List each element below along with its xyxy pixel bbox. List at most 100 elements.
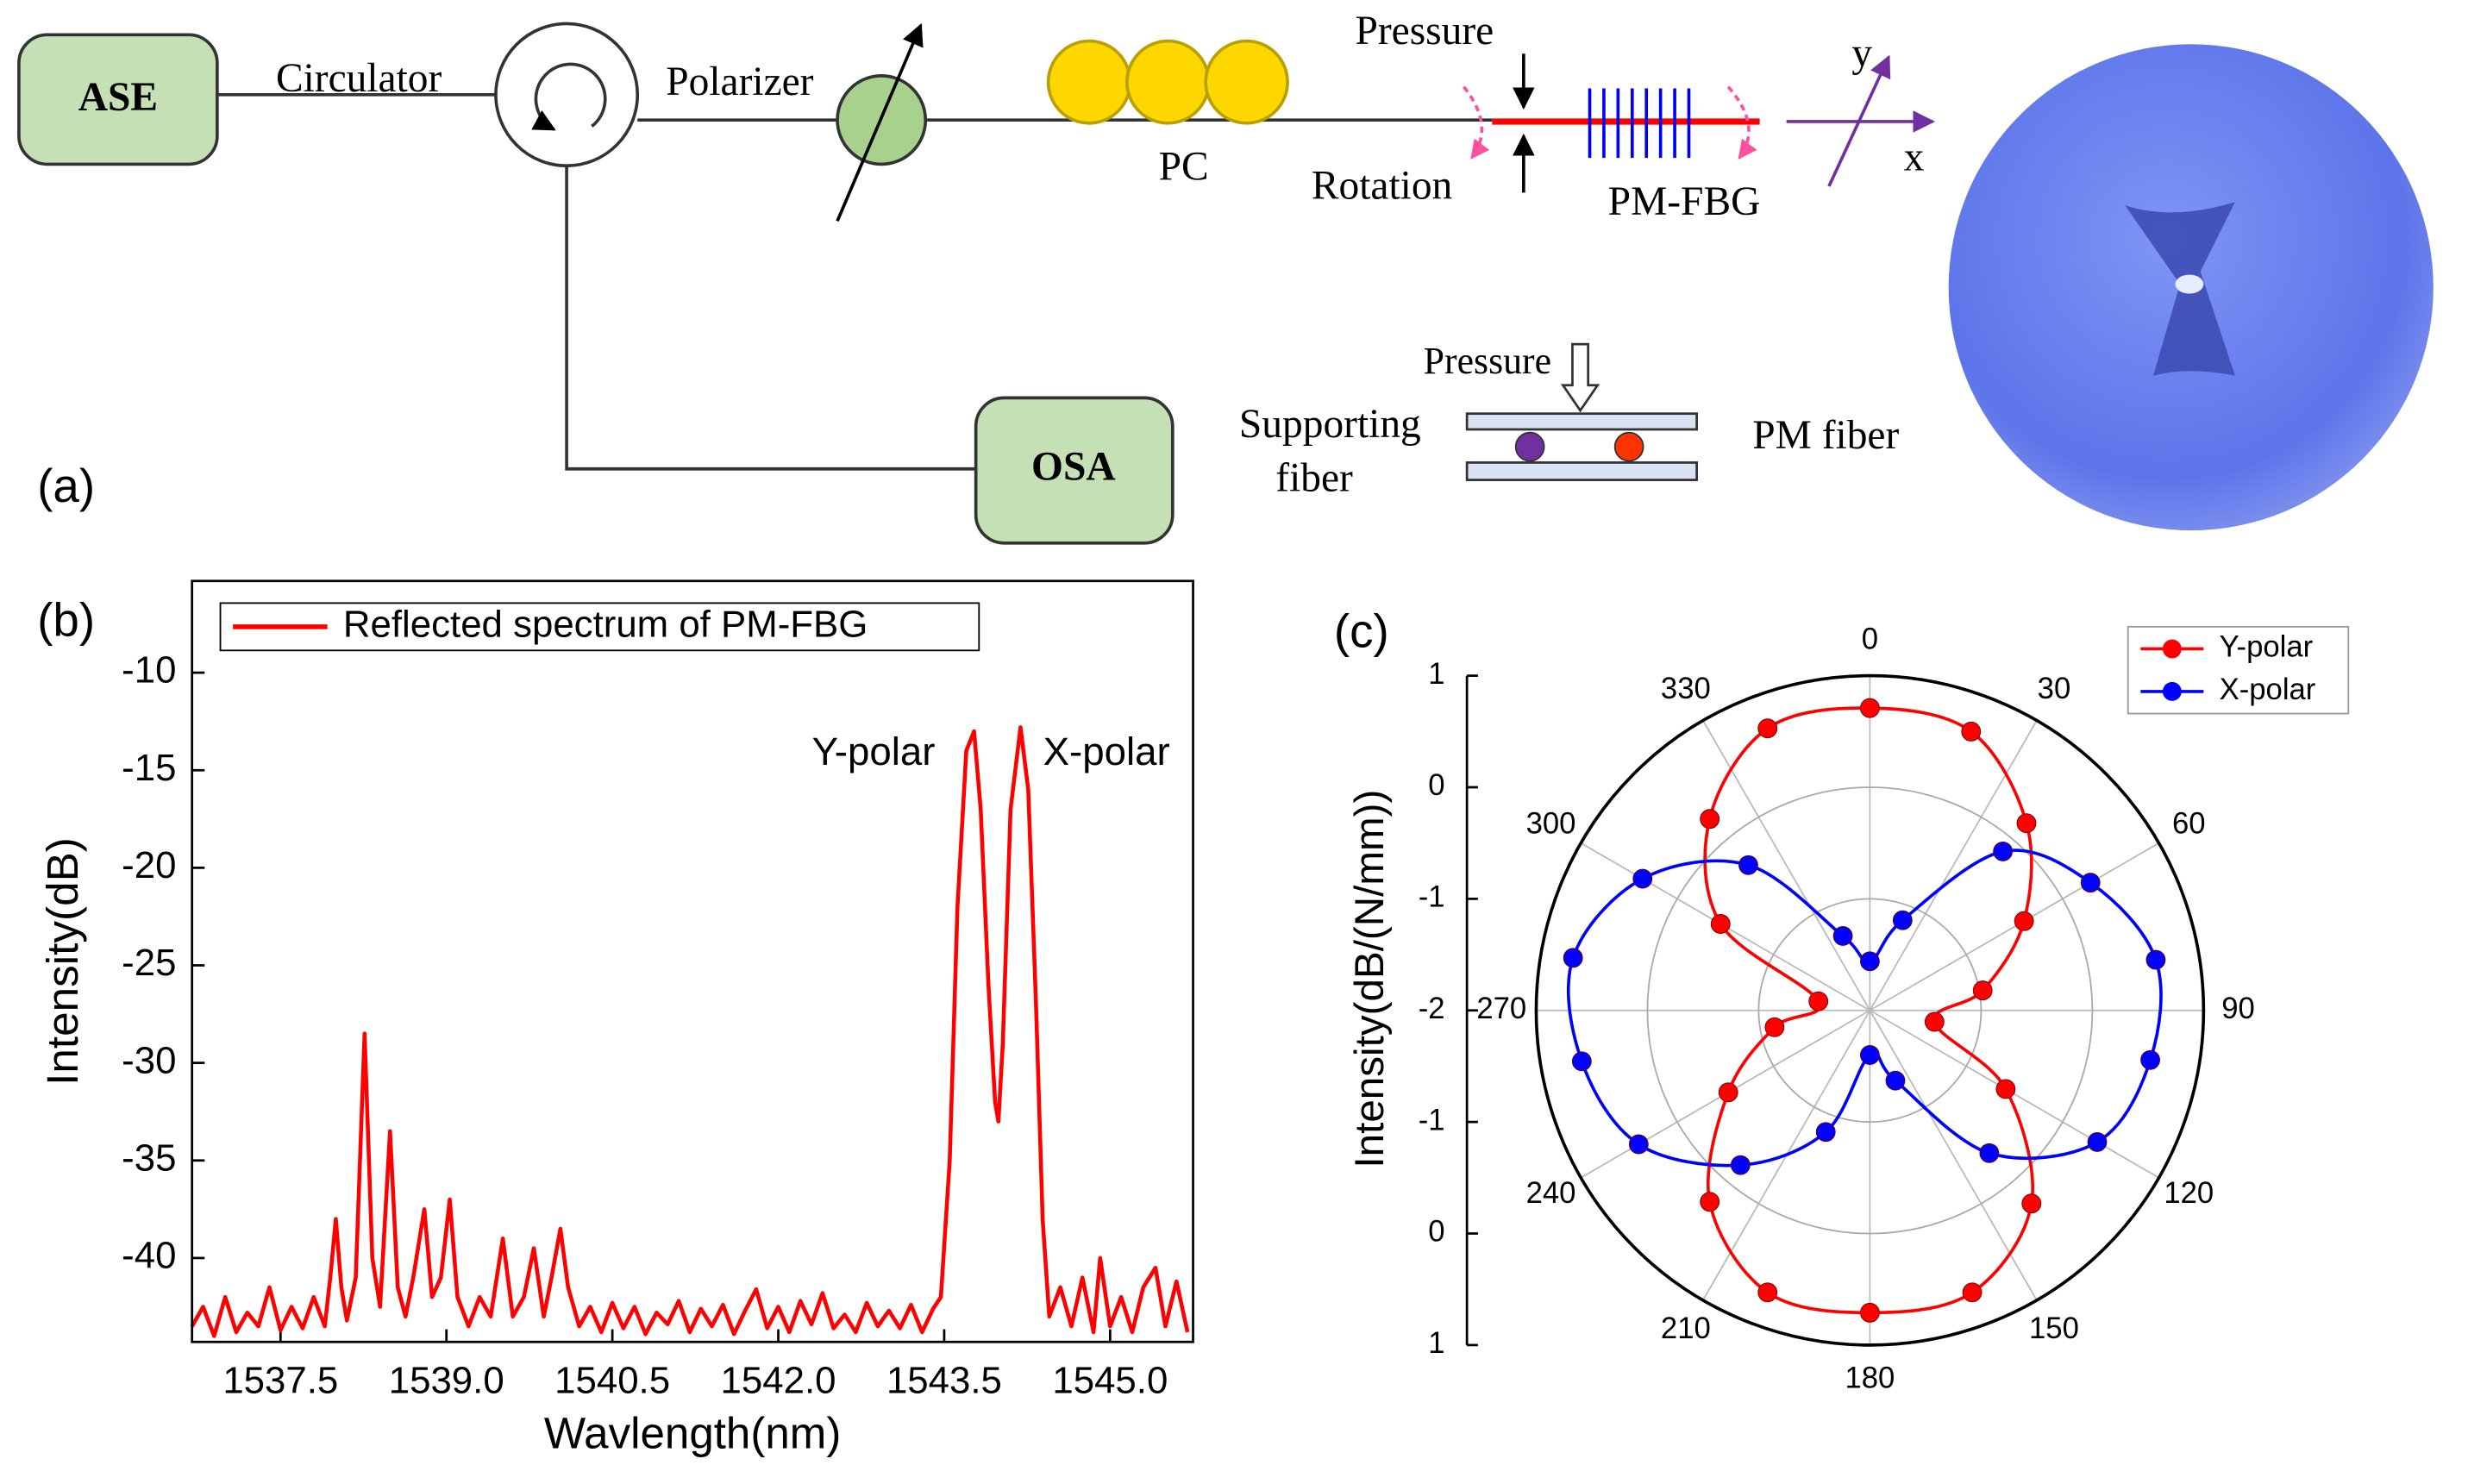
data-point: [1757, 718, 1778, 739]
data-point: [2140, 1049, 2160, 1070]
pm-fiber-label: PM fiber: [1752, 413, 1899, 458]
ase-label: ASE: [78, 75, 158, 120]
radial-tick-label: 1: [1428, 658, 1444, 691]
radial-tick-label: -1: [1419, 1104, 1445, 1136]
x-tick-label: 1539.0: [389, 1359, 504, 1401]
rotation-arrow: [1463, 85, 1490, 160]
core: [2175, 274, 2204, 294]
y-tick-label: -20: [122, 844, 176, 886]
data-point: [1961, 721, 1982, 742]
y-tick-label: -35: [122, 1136, 176, 1179]
data-point: [2145, 949, 2166, 970]
pc-paddle: [1204, 39, 1289, 125]
pc-paddle: [1046, 39, 1132, 125]
data-point: [1995, 1079, 2016, 1099]
panel-label: (a): [37, 459, 95, 512]
x-tick-label: 1537.5: [222, 1359, 338, 1401]
pressure-label: Pressure: [1355, 9, 1494, 53]
angular-tick-label: 0: [1862, 623, 1878, 655]
plate: [1465, 461, 1698, 481]
osa-label: OSA: [1031, 444, 1116, 489]
radial-tick-label: 0: [1428, 1216, 1444, 1249]
grating: [1588, 88, 1691, 159]
circulator-label: Circulator: [276, 56, 442, 101]
data-point: [1892, 910, 1913, 930]
data-point: [1979, 1143, 2000, 1163]
circulator: [494, 22, 640, 168]
data-point: [1815, 1122, 1836, 1143]
x-tick-label: 1545.0: [1052, 1359, 1168, 1401]
radial-tick-label: 0: [1428, 769, 1444, 802]
angular-grid-line: [1869, 1010, 2038, 1301]
y-axis-label: y: [1851, 31, 1872, 76]
y-axis-title: Intensity(dB/(N/mm)): [1347, 790, 1393, 1168]
legend-label: Y-polar: [2220, 631, 2314, 664]
circulator-arrow: [531, 62, 607, 131]
data-point: [1632, 868, 1653, 889]
data-point: [1571, 1051, 1592, 1072]
angular-tick-label: 30: [2038, 673, 2071, 705]
pm-fiber-section: [1613, 431, 1644, 462]
inset-pressure-label: Pressure: [1424, 341, 1551, 382]
data-point: [1808, 991, 1829, 1011]
legend-label: X-polar: [2220, 673, 2316, 706]
angular-grid-line: [1869, 720, 2038, 1011]
data-point: [1859, 951, 1880, 972]
y-tick-label: -25: [122, 942, 176, 984]
legend-marker: [2162, 639, 2182, 659]
angular-tick-label: 300: [1526, 808, 1576, 841]
rotation-arrow: [1726, 85, 1757, 160]
polarizer-arrow: [836, 22, 924, 222]
angular-tick-label: 270: [1476, 992, 1526, 1025]
y-axis-title: Intensity(dB): [38, 837, 87, 1086]
legend-marker: [2162, 681, 2182, 701]
angular-tick-label: 150: [2029, 1312, 2079, 1345]
angular-tick-label: 180: [1845, 1362, 1895, 1394]
x-tick-label: 1542.0: [721, 1359, 836, 1401]
osa-box: [974, 396, 1174, 545]
data-point: [1718, 1082, 1738, 1103]
x-axis-label: x: [1904, 135, 1925, 180]
data-point: [1832, 925, 1853, 946]
data-point: [1972, 980, 1993, 1001]
data-point: [1628, 1134, 1649, 1155]
y-tick-label: -40: [122, 1234, 176, 1276]
legend-label: Reflected spectrum of PM-FBG: [343, 603, 868, 645]
supporting-fiber-label: Supporting: [1239, 402, 1421, 447]
x-tick-label: 1543.5: [886, 1359, 1002, 1401]
data-point: [1730, 1155, 1751, 1175]
data-point: [1859, 1045, 1880, 1065]
angular-tick-label: 330: [1661, 673, 1711, 705]
data-point: [1859, 698, 1880, 718]
annotation: X-polar: [1043, 729, 1170, 773]
line-chart: 1537.5 1539.0 1540.5 1542.0 1543.5 1545.0 -40 -…: [37, 579, 1194, 1458]
y-tick-label: -30: [122, 1039, 176, 1081]
radial-grid-circle: [1646, 786, 2094, 1235]
radial-tick-label: 1: [1428, 1327, 1444, 1360]
radial-grid-circle: [1757, 898, 1983, 1124]
x-tick-label: 1540.5: [554, 1359, 670, 1401]
data-point: [1962, 1282, 1983, 1303]
annotation: Y-polar: [812, 729, 936, 773]
fiber: [565, 166, 976, 471]
angular-tick-label: 120: [2164, 1177, 2214, 1210]
inset-pressure-arrow: [1560, 342, 1600, 413]
data-point: [1700, 809, 1720, 830]
angular-grid-line: [1702, 720, 1871, 1011]
data-point: [1563, 948, 1583, 968]
data-point: [2080, 873, 2101, 893]
polarizer-label: Polarizer: [666, 59, 813, 104]
y-tick-label: -10: [122, 649, 176, 692]
pc-label: PC: [1159, 145, 1209, 190]
data-point: [1993, 841, 2014, 861]
data-point: [1859, 1302, 1880, 1323]
spectrum-line: [190, 725, 1190, 1338]
polar-chart: 0 30 60 90 120 150 180 210 240 270 300 330 -2 -1 -1 0 0 1…: [1334, 604, 2350, 1394]
pm-fbg-label: PM-FBG: [1608, 179, 1761, 224]
supporting-fiber: [1514, 431, 1545, 462]
panel-label: (c): [1334, 604, 1389, 657]
angular-grid-line: [1869, 1009, 2159, 1179]
plate: [1465, 412, 1698, 431]
data-point: [1764, 1017, 1785, 1037]
